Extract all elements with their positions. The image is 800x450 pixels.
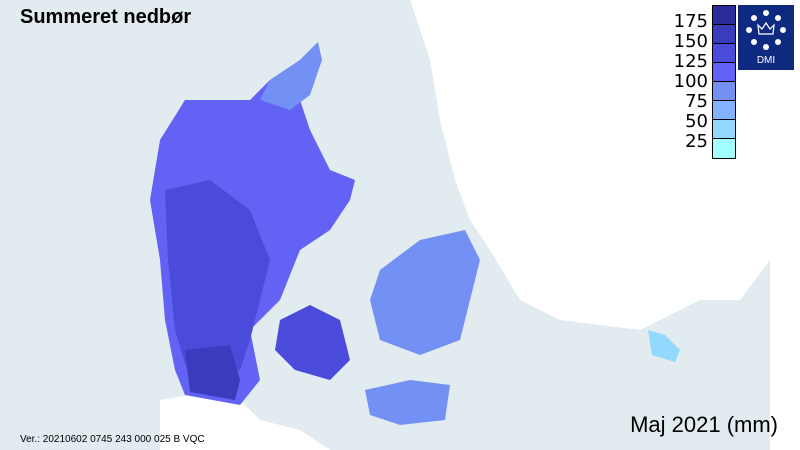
germany-land xyxy=(160,395,330,450)
legend-labels: 175 150 125 100 75 50 25 xyxy=(674,12,708,152)
version-label: Ver.: 20210602 0745 243 000 025 B VQC xyxy=(20,434,205,445)
crown-icon xyxy=(746,10,786,50)
sweden-land xyxy=(410,0,800,450)
legend-label: 125 xyxy=(673,51,708,72)
logo-text: DMI xyxy=(756,55,776,66)
legend-swatch xyxy=(713,63,735,82)
funen xyxy=(275,305,350,380)
period-label: Maj 2021 (mm) xyxy=(630,412,778,437)
map-title: Summeret nedbør xyxy=(20,6,192,28)
legend-label: 50 xyxy=(685,111,708,132)
north-jutland-low xyxy=(260,42,322,110)
zealand xyxy=(370,230,480,355)
bornholm xyxy=(648,330,680,362)
legend-label: 150 xyxy=(673,31,708,52)
legend-swatch xyxy=(713,120,735,139)
legend-label: 75 xyxy=(685,91,708,112)
legend-swatch xyxy=(713,82,735,101)
legend-label: 25 xyxy=(685,131,708,152)
lolland-falster xyxy=(365,380,450,425)
legend-swatch xyxy=(713,101,735,120)
legend-label: 100 xyxy=(673,71,708,92)
jutland-west-high xyxy=(165,180,270,380)
legend-swatch xyxy=(713,139,735,158)
legend-swatch xyxy=(713,6,735,25)
jutland-south-max xyxy=(185,345,240,400)
legend-swatch xyxy=(713,44,735,63)
color-legend xyxy=(712,5,736,159)
dmi-logo: DMI xyxy=(738,5,794,70)
legend-label: 175 xyxy=(673,11,708,32)
legend-swatch xyxy=(713,25,735,44)
